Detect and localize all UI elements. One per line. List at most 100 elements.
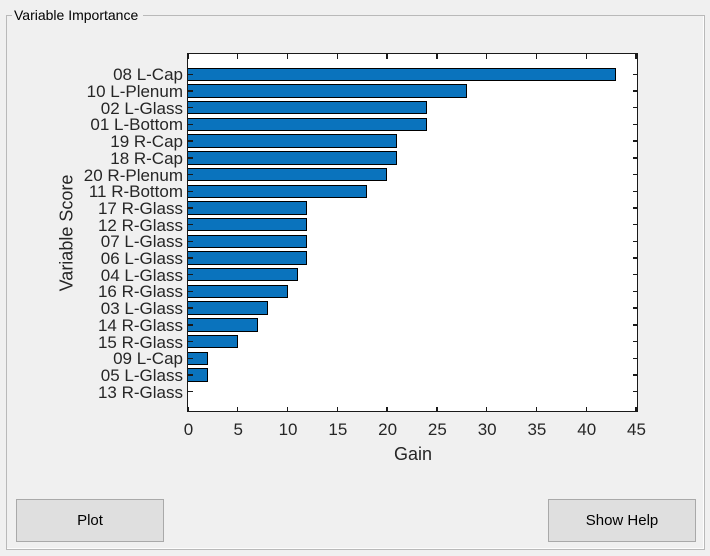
- axis-tick: [188, 290, 193, 293]
- axis-tick: [632, 140, 637, 142]
- x-tick-label: 25: [427, 420, 447, 439]
- plot-button[interactable]: Plot: [16, 499, 164, 542]
- axis-tick: [632, 223, 637, 226]
- axis-tick: [632, 190, 637, 192]
- x-tick-label: 45: [627, 420, 646, 439]
- axis-tick: [585, 406, 587, 411]
- axis-tick: [188, 223, 193, 226]
- axis-tick: [188, 90, 193, 92]
- axis-tick: [188, 140, 193, 142]
- axis-tick: [188, 307, 193, 309]
- bar-01-l-bottom: [188, 117, 427, 132]
- axis-tick: [632, 90, 637, 92]
- y-tick-label: 05 L-Glass: [100, 365, 183, 385]
- x-axis-title: Gain: [393, 444, 433, 464]
- axis-tick: [237, 406, 239, 411]
- axis-tick: [336, 54, 339, 59]
- y-tick-label: 20 R-Plenum: [83, 165, 183, 185]
- axis-tick: [188, 73, 193, 76]
- x-tick-label: 20: [378, 420, 398, 439]
- x-tick-label: 5: [233, 420, 243, 439]
- plot-area: [187, 53, 638, 412]
- axis-tick: [188, 107, 193, 109]
- show-help-button[interactable]: Show Help: [548, 499, 696, 542]
- variable-importance-chart: Gain Variable Score 08 L-Cap 10 L-Plenum 0…: [57, 53, 646, 464]
- axis-tick: [188, 406, 190, 411]
- groupbox-title: Variable Importance: [12, 7, 144, 24]
- y-tick-label: 16 R-Glass: [97, 282, 183, 302]
- axis-tick: [632, 157, 637, 159]
- bar-09-l-cap: [188, 351, 208, 365]
- y-tick-label: 18 R-Cap: [110, 148, 183, 168]
- x-tick-label: 30: [477, 420, 497, 439]
- axis-tick: [632, 274, 637, 276]
- y-tick-label: 02 L-Glass: [100, 98, 183, 118]
- bar-03-l-glass: [188, 301, 268, 315]
- y-tick-label: 03 L-Glass: [100, 299, 183, 319]
- y-tick-label: 06 L-Glass: [100, 249, 183, 269]
- axis-tick: [585, 54, 587, 59]
- axis-tick: [485, 54, 488, 59]
- axis-tick: [436, 54, 438, 59]
- axis-tick: [188, 324, 193, 326]
- axis-tick: [336, 406, 339, 411]
- y-tick-label: 19 R-Cap: [110, 132, 183, 152]
- axis-tick: [632, 374, 637, 376]
- bar-07-l-glass: [188, 234, 308, 249]
- axis-tick: [188, 274, 193, 276]
- y-tick-label: 12 R-Glass: [97, 215, 183, 235]
- x-tick-label: 35: [527, 420, 547, 439]
- bar-02-l-glass: [188, 101, 427, 115]
- axis-tick: [485, 406, 488, 411]
- y-tick-label: 09 L-Cap: [113, 349, 183, 369]
- axis-tick: [632, 73, 637, 76]
- bar-12-r-glass: [188, 217, 308, 232]
- bar-19-r-cap: [188, 134, 398, 148]
- bar-04-l-glass: [188, 268, 298, 282]
- y-tick-label: 07 L-Glass: [100, 232, 183, 252]
- axis-tick: [535, 54, 538, 59]
- axis-tick: [635, 406, 637, 411]
- axis-tick: [237, 54, 239, 59]
- axis-tick: [188, 207, 193, 209]
- bar-14-r-glass: [188, 318, 258, 332]
- axis-tick: [632, 207, 637, 209]
- axis-tick: [535, 406, 538, 411]
- axis-tick: [188, 240, 193, 243]
- axis-tick: [632, 290, 637, 293]
- axis-tick: [635, 54, 637, 59]
- axis-tick: [632, 390, 637, 393]
- axis-tick: [188, 374, 193, 376]
- axis-tick: [632, 340, 637, 343]
- y-tick-label: 11 R-Bottom: [88, 182, 183, 202]
- x-tick-label: 10: [278, 420, 298, 439]
- axis-tick: [632, 307, 637, 309]
- axis-tick: [188, 390, 193, 393]
- variable-importance-groupbox: [6, 15, 705, 550]
- axis-tick: [632, 324, 637, 326]
- bar-20-r-plenum: [188, 167, 388, 182]
- axis-tick: [286, 54, 289, 59]
- axis-tick: [188, 157, 193, 159]
- y-tick-label: 01 L-Bottom: [90, 115, 183, 135]
- axis-tick: [632, 357, 637, 359]
- bar-06-l-glass: [188, 251, 308, 265]
- bar-16-r-glass: [188, 284, 288, 299]
- axis-tick: [188, 123, 193, 126]
- axis-tick: [632, 123, 637, 126]
- axis-tick: [188, 173, 193, 176]
- bar-08-l-cap: [188, 67, 617, 82]
- bar-11-r-bottom: [188, 184, 368, 198]
- y-tick-label: 13 R-Glass: [97, 382, 183, 402]
- bar-15-r-glass: [188, 334, 238, 349]
- y-tick-label: 08 L-Cap: [113, 65, 183, 85]
- y-tick-label: 14 R-Glass: [97, 315, 183, 335]
- axis-tick: [188, 357, 193, 359]
- y-tick-label: 10 L-Plenum: [86, 82, 183, 102]
- bar-10-l-plenum: [188, 84, 467, 98]
- y-tick-label: 17 R-Glass: [97, 198, 183, 218]
- bar-18-r-cap: [188, 151, 398, 165]
- axis-tick: [286, 406, 289, 411]
- axis-tick: [386, 54, 388, 59]
- axis-tick: [632, 107, 637, 109]
